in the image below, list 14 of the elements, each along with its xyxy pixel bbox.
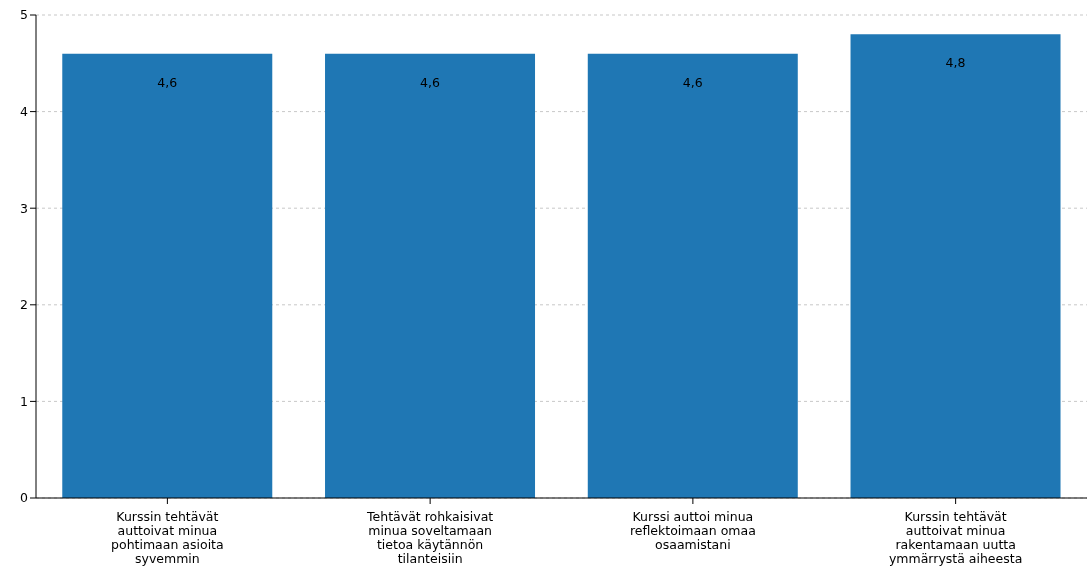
y-tick-label: 0 (20, 490, 29, 506)
data-label: 4,6 (157, 74, 178, 90)
x-tick-label: Kurssi auttoi minua reflektoimaan omaa osaamistani (629, 509, 756, 552)
x-tick-label: Kurssin tehtävät auttoivat minua pohtimaan asioita syvemmin (111, 509, 224, 566)
y-tick-label: 1 (20, 393, 28, 409)
data-label: 4,6 (682, 74, 703, 90)
y-tick-label: 3 (20, 200, 28, 216)
x-tick-label: Tehtävät rohkaisivat minua soveltamaan tietoa käytännön tilanteisiin (366, 509, 494, 566)
x-tick-label: Kurssin tehtävät auttoivat minua rakentamaan uutta ymmärrystä aiheesta (888, 509, 1023, 566)
y-tick-label: 2 (20, 297, 28, 313)
y-tick-label: 5 (20, 7, 28, 23)
data-label: 4,6 (420, 74, 441, 90)
y-tick-label: 4 (20, 104, 29, 120)
data-label: 4,8 (945, 55, 966, 71)
